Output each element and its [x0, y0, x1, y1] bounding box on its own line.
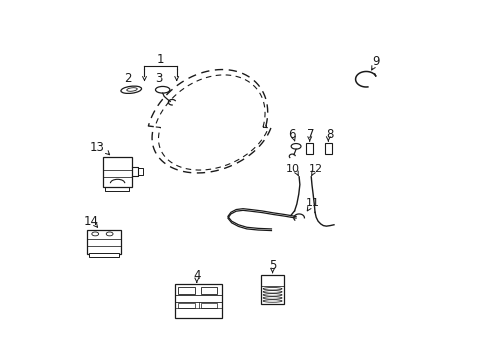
Text: 12: 12	[308, 164, 322, 174]
Text: 2: 2	[123, 72, 131, 85]
Text: 10: 10	[285, 164, 300, 174]
Ellipse shape	[121, 86, 141, 94]
Bar	[178, 303, 194, 308]
Ellipse shape	[155, 86, 169, 93]
Ellipse shape	[290, 144, 301, 149]
Bar	[102, 157, 132, 187]
Text: 11: 11	[305, 198, 319, 208]
Text: 8: 8	[325, 128, 332, 141]
Bar	[175, 284, 222, 318]
Text: 13: 13	[89, 141, 104, 154]
Text: 5: 5	[268, 259, 276, 272]
Bar	[261, 275, 284, 304]
Text: 3: 3	[155, 72, 162, 85]
Text: 1: 1	[157, 53, 164, 66]
Bar	[178, 287, 194, 294]
Bar	[200, 287, 217, 294]
Text: 6: 6	[288, 128, 295, 141]
Bar	[200, 303, 217, 308]
Bar	[89, 253, 119, 257]
Text: 9: 9	[372, 55, 379, 68]
Text: 14: 14	[84, 215, 99, 228]
Text: 7: 7	[306, 128, 314, 141]
Bar	[324, 143, 331, 153]
Text: 4: 4	[193, 269, 200, 282]
Bar	[87, 230, 121, 254]
Bar	[305, 143, 312, 154]
